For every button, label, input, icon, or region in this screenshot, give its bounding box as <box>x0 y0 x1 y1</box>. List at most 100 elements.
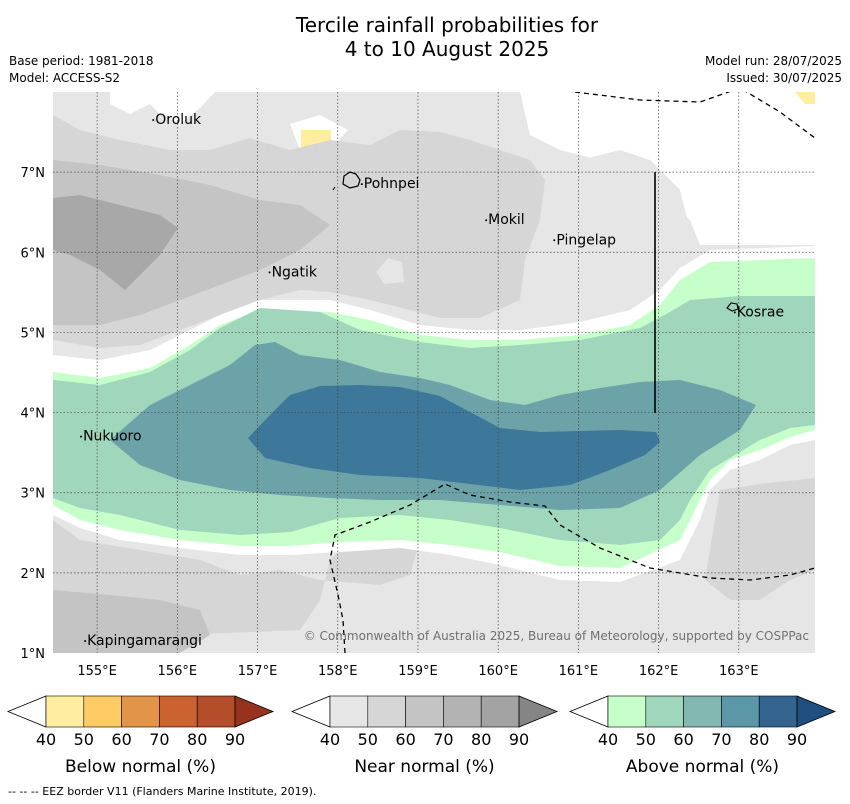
lon-tick-label: 163°E <box>719 664 759 679</box>
island-outline <box>332 186 336 191</box>
place-marker <box>553 239 556 242</box>
colorbar-segment <box>83 695 122 728</box>
near-normal-50-southeast <box>705 478 815 600</box>
colorbar-label: Near normal (%) <box>354 757 494 777</box>
near-normal-40-patch <box>376 258 404 284</box>
colorbar-segment <box>758 695 798 728</box>
place-marker <box>733 311 736 314</box>
lon-tick-label: 158°E <box>318 664 358 679</box>
title-line-2: 4 to 10 August 2025 <box>344 37 550 61</box>
place-labels: Oroluk Pohnpei Mokil Pingelap Ngatik Kosrae Nu… <box>80 112 784 649</box>
colorbar-segment <box>645 695 684 728</box>
colorbar-2: 40 50 60 70 80 90 Above normal (%) <box>568 695 837 777</box>
colorbar-segment <box>683 695 722 728</box>
colorbar-tick-label: 90 <box>225 730 245 749</box>
place-label[interactable]: Kapingamarangi <box>87 633 202 649</box>
place-label[interactable]: Oroluk <box>155 112 202 128</box>
colorbar-tick-label: 80 <box>187 730 207 749</box>
colorbar-tick-label: 50 <box>358 730 378 749</box>
map-area[interactable] <box>53 88 815 653</box>
longitude-labels: 155°E 156°E 157°E 158°E 159°E 160°E 161°E 162°E… <box>77 664 758 679</box>
meta-left: Base period: 1981-2018 Model: ACCESS-S2 <box>9 53 154 87</box>
colorbar-tick-label: 40 <box>36 730 56 749</box>
colorbar-label: Below normal (%) <box>65 757 216 777</box>
colorbar-segment <box>329 695 369 728</box>
lat-tick-label: 6°N <box>21 246 46 261</box>
near-normal-40-region <box>580 150 690 234</box>
place-marker <box>485 219 488 222</box>
colorbar-min-extension <box>568 695 609 728</box>
colorbar-min-extension <box>6 695 47 728</box>
colorbar-tick-label: 60 <box>395 730 415 749</box>
place-marker <box>80 435 83 438</box>
lon-tick-label: 157°E <box>238 664 278 679</box>
colorbar-tick-label: 70 <box>433 730 453 749</box>
kosrae-island-outline <box>726 302 739 312</box>
issued-date: Issued: 30/07/2025 <box>726 71 842 85</box>
colorbar-tick-label: 80 <box>749 730 769 749</box>
below-normal-40-patch <box>795 92 815 104</box>
colorbar-tick-label: 70 <box>711 730 731 749</box>
colorbar-tick-label: 40 <box>598 730 618 749</box>
near-normal-60-south <box>53 590 210 653</box>
place-marker <box>84 639 87 642</box>
meta-right: Model run: 28/07/2025 Issued: 30/07/2025 <box>705 53 842 87</box>
colorbar-segment <box>121 695 160 728</box>
colorbar-segment <box>367 695 406 728</box>
colorbar-segment <box>721 695 760 728</box>
graticule <box>53 92 815 653</box>
above-normal-70-region <box>248 385 660 490</box>
colorbar-tick-label: 90 <box>509 730 529 749</box>
place-label[interactable]: Mokil <box>488 212 525 228</box>
place-marker <box>152 119 155 122</box>
lon-tick-label: 160°E <box>478 664 518 679</box>
lon-tick-label: 155°E <box>77 664 117 679</box>
colorbar-segment <box>480 695 520 728</box>
copyright-notice: © Commonwealth of Australia 2025, Bureau… <box>304 629 809 643</box>
place-label[interactable]: Pohnpei <box>364 176 420 192</box>
colorbar-max-extension <box>234 695 275 728</box>
colorbar-0: 40 50 60 70 80 90 Below normal (%) <box>6 695 275 777</box>
lon-tick-label: 159°E <box>398 664 438 679</box>
place-marker <box>268 271 271 274</box>
place-label[interactable]: Nukuoro <box>83 429 141 445</box>
lat-tick-label: 4°N <box>21 407 46 422</box>
colorbar-segment <box>607 695 647 728</box>
colorbar-tick-label: 50 <box>636 730 656 749</box>
eez-border-south <box>329 483 815 653</box>
latitude-labels: 1°N 2°N 3°N 4°N 5°N 6°N 7°N <box>21 166 46 662</box>
colorbar-segment <box>405 695 444 728</box>
base-period: Base period: 1981-2018 <box>9 54 154 68</box>
near-normal-70-region <box>53 195 178 290</box>
colorbar-min-extension <box>290 695 331 728</box>
place-label[interactable]: Kosrae <box>737 304 784 320</box>
colorbar-segment <box>159 695 198 728</box>
pohnpei-island-outline <box>342 171 361 189</box>
lat-tick-label: 2°N <box>21 567 46 582</box>
place-label[interactable]: Ngatik <box>272 264 318 280</box>
colorbar-tick-label: 60 <box>673 730 693 749</box>
model-run: Model run: 28/07/2025 <box>704 54 842 68</box>
map-title: Tercile rainfall probabilities for 4 to … <box>0 13 850 61</box>
colorbar-legends: 40 50 60 70 80 90 Below normal (%) 40 50 60 70 80 90… <box>6 695 837 777</box>
model-name: Model: ACCESS-S2 <box>9 71 121 85</box>
colorbar-max-extension <box>796 695 837 728</box>
place-label[interactable]: Pingelap <box>556 232 616 248</box>
colorbar-label: Above normal (%) <box>626 757 779 777</box>
colorbar-tick-label: 70 <box>149 730 169 749</box>
white-region <box>520 92 815 245</box>
white-region <box>110 92 215 124</box>
colorbar-max-extension <box>518 695 559 728</box>
lon-tick-label: 161°E <box>559 664 599 679</box>
colorbar-tick-label: 40 <box>320 730 340 749</box>
place-marker <box>360 183 363 186</box>
title-line-1: Tercile rainfall probabilities for <box>295 13 599 37</box>
colorbar-1: 40 50 60 70 80 90 Near normal (%) <box>290 695 559 777</box>
eez-footnote: -- -- -- EEZ border V11 (Flanders Marine… <box>8 785 317 798</box>
colorbar-tick-label: 80 <box>471 730 491 749</box>
lat-tick-label: 1°N <box>21 647 46 662</box>
colorbar-tick-label: 50 <box>74 730 94 749</box>
lat-tick-label: 7°N <box>21 166 46 181</box>
colorbar-segment <box>45 695 85 728</box>
